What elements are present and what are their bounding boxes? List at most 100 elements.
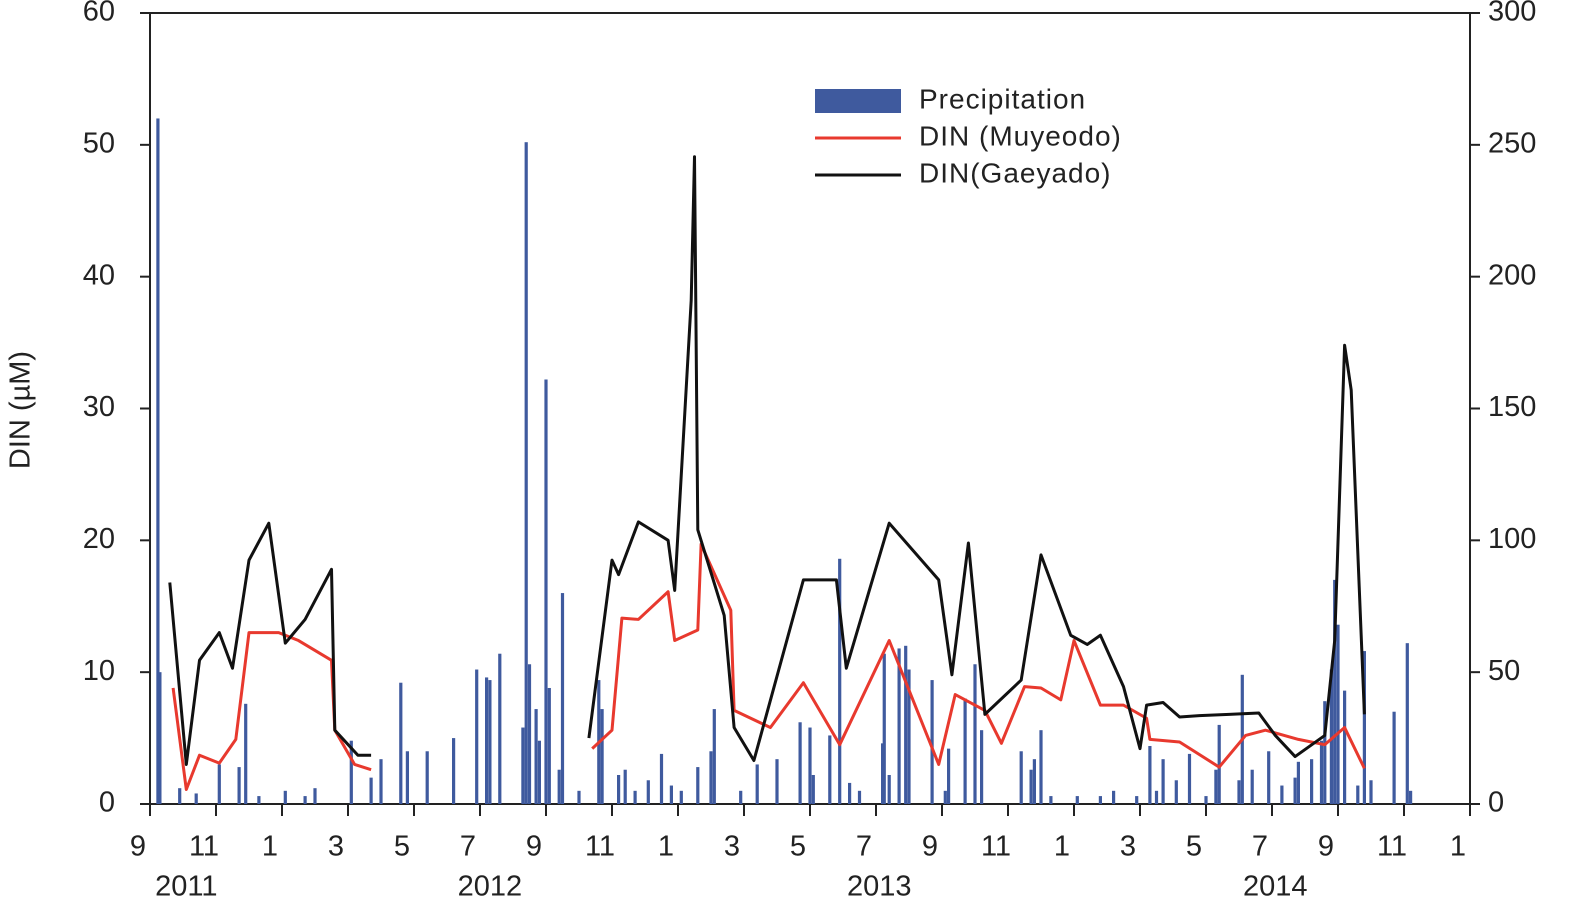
x-tick-label: 1: [262, 831, 278, 863]
bar: [405, 751, 409, 804]
y2-tick-label: 0: [1488, 787, 1504, 819]
bar: [600, 709, 604, 804]
bar: [739, 790, 743, 804]
bar: [963, 698, 967, 804]
bar: [1161, 759, 1165, 804]
x-group-label: 2011: [155, 871, 217, 903]
bar: [1369, 780, 1373, 804]
bar: [1204, 796, 1208, 804]
bar: [1280, 785, 1284, 804]
y-tick-label: 20: [83, 523, 115, 555]
bar: [577, 790, 581, 804]
y2-tick-label: 150: [1488, 391, 1536, 423]
y2-tick-label: 250: [1488, 127, 1536, 159]
legend-label: DIN (Muyeodo): [919, 120, 1122, 151]
bar: [1217, 724, 1221, 804]
bar: [798, 722, 802, 804]
bar: [544, 379, 548, 804]
bar: [303, 796, 307, 804]
bar: [1019, 751, 1023, 804]
x-tick-label: 3: [724, 831, 740, 863]
bar: [904, 645, 908, 804]
x-tick-label: 5: [790, 831, 806, 863]
bar: [1405, 643, 1409, 804]
bar: [1148, 745, 1152, 804]
bar: [379, 759, 383, 804]
line: [587, 155, 1366, 762]
y2-tick-label: 200: [1488, 259, 1536, 291]
bar: [775, 759, 779, 804]
bar: [158, 672, 162, 804]
bar: [244, 703, 248, 804]
bar: [557, 769, 561, 804]
bar: [1049, 796, 1053, 804]
bar: [349, 740, 353, 804]
bar: [930, 680, 934, 804]
bar: [633, 790, 637, 804]
y2-tick-label: 50: [1488, 655, 1520, 687]
y-tick-label: 40: [83, 259, 115, 291]
bar: [828, 735, 832, 804]
bar: [1075, 796, 1079, 804]
bar: [1310, 759, 1314, 804]
x-tick-label: 7: [1252, 831, 1268, 863]
y2-tick-label: 300: [1488, 0, 1536, 28]
x-tick-label: 9: [1318, 831, 1334, 863]
bar: [947, 748, 951, 804]
bar: [1392, 711, 1396, 804]
bar: [1154, 790, 1159, 804]
bar: [547, 687, 551, 804]
bar: [1032, 759, 1036, 804]
bar: [156, 118, 160, 804]
line: [591, 542, 1366, 770]
bar: [178, 788, 182, 804]
bar: [811, 774, 815, 804]
bar: [534, 709, 538, 804]
legend: Precipitation DIN (Muyeodo) DIN(Gaeyado): [815, 83, 1122, 188]
bar: [1174, 780, 1178, 804]
x-tick-label: 11: [189, 831, 219, 863]
bar: [425, 751, 429, 804]
x-tick-label: 1: [658, 831, 674, 863]
plot-frame: [149, 12, 1471, 805]
bar: [1267, 751, 1271, 804]
bar: [521, 727, 525, 804]
bar: [669, 785, 673, 804]
legend-label: DIN(Gaeyado): [919, 157, 1112, 188]
bar: [485, 677, 489, 804]
bar: [1039, 730, 1043, 804]
bar: [194, 793, 198, 804]
bar: [659, 753, 664, 804]
bar: [980, 730, 984, 804]
legend-label: Precipitation: [919, 83, 1086, 114]
bar: [524, 142, 528, 805]
bar: [617, 774, 621, 804]
bar: [848, 782, 852, 804]
y-tick-label: 10: [83, 655, 115, 687]
legend-swatch: [815, 89, 901, 113]
x-tick-label: 9: [526, 831, 542, 863]
bar: [1333, 579, 1337, 804]
x-tick-label: 11: [585, 831, 615, 863]
bar: [475, 669, 479, 804]
bar: [1293, 777, 1297, 804]
bar: [369, 777, 373, 804]
bar: [1409, 790, 1413, 804]
bar: [623, 769, 627, 804]
bar: [1329, 669, 1333, 804]
x-group-label: 2013: [847, 871, 912, 903]
y-tick-label: 50: [83, 127, 115, 159]
bar: [1135, 796, 1139, 804]
bar: [897, 648, 901, 804]
bar: [399, 682, 403, 804]
bar: [498, 653, 502, 804]
x-tick-label: 5: [394, 831, 410, 863]
bar: [1214, 769, 1218, 804]
bar: [1336, 624, 1340, 804]
bar: [887, 774, 891, 804]
bar: [1029, 769, 1033, 804]
bar: [712, 709, 716, 804]
bar: [1112, 790, 1116, 804]
x-group-label: 2012: [458, 871, 523, 903]
bar: [1187, 753, 1192, 804]
